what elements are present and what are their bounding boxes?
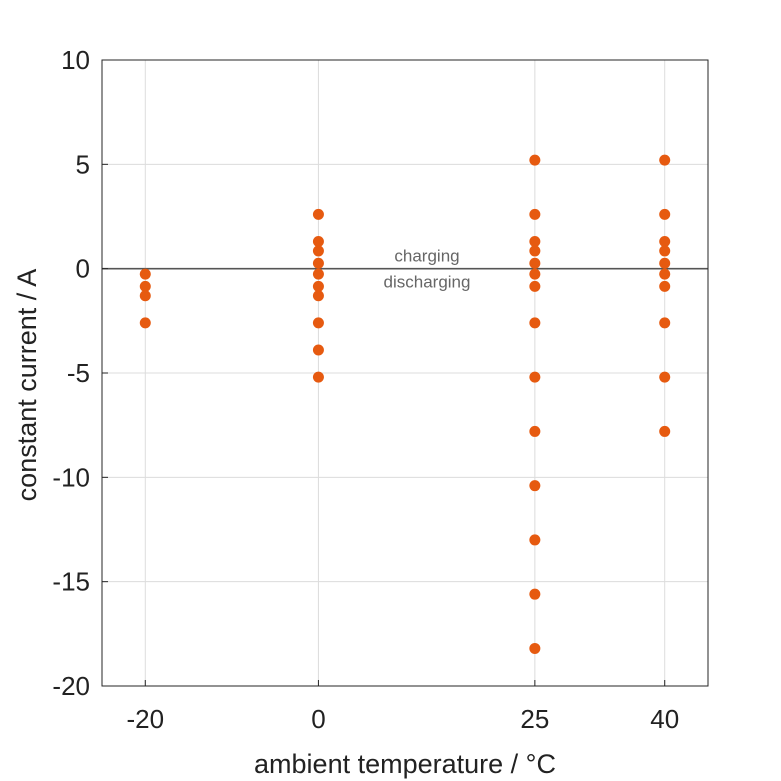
- data-point-0-18: [529, 257, 541, 269]
- x-axis-ticks: -20 0 25 40: [126, 680, 679, 734]
- data-point-0-7: [312, 257, 324, 269]
- annotation-discharging: discharging: [384, 273, 471, 292]
- x-tick-label-0: -20: [126, 704, 164, 734]
- data-point-0-0: [139, 268, 151, 280]
- data-point-0-14: [529, 154, 541, 166]
- data-point-0-19: [529, 268, 541, 280]
- data-point-0-15: [529, 208, 541, 220]
- data-points: [139, 154, 671, 654]
- data-point-0-20: [529, 280, 541, 292]
- data-point-0-27: [529, 642, 541, 654]
- data-point-0-31: [659, 245, 671, 257]
- data-point-0-4: [312, 208, 324, 220]
- y-tick-label-2: 0: [76, 254, 90, 284]
- data-point-0-34: [659, 280, 671, 292]
- y-tick-label-1: 5: [76, 149, 90, 179]
- grid: [102, 59, 708, 687]
- data-point-0-23: [529, 425, 541, 437]
- data-point-0-5: [312, 236, 324, 248]
- data-point-0-29: [659, 208, 671, 220]
- data-point-0-30: [659, 236, 671, 248]
- x-tick-label-2: 25: [520, 704, 549, 734]
- y-axis-ticks: 10 5 0 -5 -10 -15 -20: [52, 45, 108, 701]
- data-point-0-16: [529, 236, 541, 248]
- y-tick-label-5: -15: [52, 567, 90, 597]
- data-point-0-21: [529, 317, 541, 329]
- data-point-0-35: [659, 317, 671, 329]
- data-point-0-8: [312, 268, 324, 280]
- x-tick-label-3: 40: [650, 704, 679, 734]
- data-point-0-25: [529, 534, 541, 546]
- data-point-0-24: [529, 480, 541, 492]
- y-tick-label-4: -10: [52, 462, 90, 492]
- data-point-0-11: [312, 317, 324, 329]
- data-point-0-3: [139, 317, 151, 329]
- x-axis-label: ambient temperature / °C: [254, 749, 556, 779]
- y-tick-label-3: -5: [67, 358, 90, 388]
- data-point-0-33: [659, 268, 671, 280]
- data-point-0-9: [312, 280, 324, 292]
- data-point-0-26: [529, 588, 541, 600]
- data-point-0-10: [312, 290, 324, 302]
- data-point-0-37: [659, 425, 671, 437]
- y-tick-label-0: 10: [61, 45, 90, 75]
- data-point-0-13: [312, 371, 324, 383]
- y-axis-label: constant current / A: [12, 269, 42, 502]
- data-point-0-2: [139, 290, 151, 302]
- data-point-0-28: [659, 154, 671, 166]
- data-point-0-1: [139, 280, 151, 292]
- data-point-0-12: [312, 344, 324, 356]
- data-point-0-6: [312, 245, 324, 257]
- data-point-0-17: [529, 245, 541, 257]
- annotation-charging: charging: [394, 247, 459, 266]
- y-tick-label-6: -20: [52, 671, 90, 701]
- x-tick-label-1: 0: [311, 704, 325, 734]
- data-point-0-36: [659, 371, 671, 383]
- data-point-0-32: [659, 257, 671, 269]
- data-point-0-22: [529, 371, 541, 383]
